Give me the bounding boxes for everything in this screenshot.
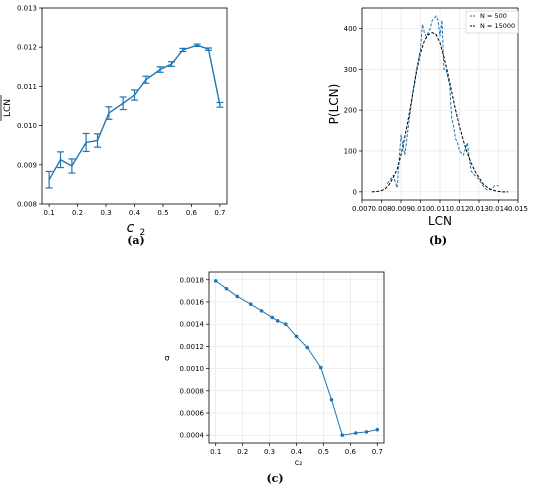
panel-b-ytick-label: 0: [353, 188, 357, 196]
panel-c-xtick-label: 0.4: [291, 448, 303, 456]
panel-b-ylabel: P(LCN): [327, 84, 341, 125]
panel-a-caption: (a): [127, 234, 145, 247]
panel-c-xtick-label: 0.7: [372, 448, 383, 456]
panel-a-series-line: [48, 44, 221, 181]
panel-a-xtick-label: 0.1: [44, 209, 55, 217]
panel-b-ytick-label: 400: [344, 25, 357, 33]
panel-c-ytick-label: 0.0010: [180, 365, 205, 373]
panel-c-data-point: [364, 430, 369, 434]
panel-c-caption: (c): [266, 472, 283, 485]
panel-c-xtick-label: 0.1: [210, 448, 221, 456]
panel-c-data-point: [305, 345, 310, 350]
panel-b-xtick-label: 0.015: [508, 205, 528, 213]
panel-a-ytick-label: 0.013: [17, 5, 37, 13]
panel-a-xtick-label: 0.7: [214, 209, 225, 217]
panel-c-data-point: [329, 397, 334, 402]
panel-b-xtick-label: 0.011: [430, 205, 450, 213]
panel-c-ytick-label: 0.0018: [180, 276, 205, 284]
panel-b-legend-label: N = 15000: [480, 22, 515, 30]
panel-a-xtick-label: 0.6: [186, 209, 198, 217]
panel-a-frame: [41, 7, 228, 205]
panel-c-series-line: [215, 280, 378, 436]
panel-c-ytick-label: 0.0008: [180, 387, 205, 395]
panel-c-data-point: [235, 294, 240, 299]
panel-c-ylabel: σ: [164, 354, 169, 363]
panel-b-xtick-label: 0.007: [352, 205, 372, 213]
panel-c-data-point: [275, 319, 280, 323]
panel-c-data-point: [213, 279, 218, 283]
panel-c-ytick-label: 0.0016: [180, 298, 205, 306]
panel-b-xtick-label: 0.013: [469, 205, 489, 213]
panel-b-xtick-label: 0.009: [391, 205, 411, 213]
panel-a-xlabel: c: [127, 220, 135, 236]
panel-a-xtick-label: 0.3: [100, 209, 111, 217]
panel-a-ytick-label: 0.012: [17, 44, 37, 52]
panel-b-legend-label: N = 500: [480, 12, 507, 20]
panel-c-data-point: [318, 365, 323, 370]
panel-a-ylabel: LCN: [3, 99, 13, 117]
panel-b-ytick-label: 300: [344, 66, 357, 74]
panel-a-ytick-label: 0.011: [17, 83, 37, 91]
panel-c-ytick-label: 0.0006: [180, 410, 205, 418]
panel-b-ytick-label: 200: [344, 107, 357, 115]
panel-c-data-point: [270, 315, 275, 320]
panel-c-data-point: [283, 322, 288, 326]
panel-c-ytick-label: 0.0004: [180, 432, 205, 440]
panel-b-xtick-label: 0.012: [449, 205, 469, 213]
panel-b-xlabel: LCN: [428, 214, 452, 228]
panel-c-xtick-label: 0.2: [237, 448, 248, 456]
panel-c-data-point: [375, 427, 380, 432]
panel-a-xlabel-subscript: 2: [140, 228, 146, 238]
panel-b-series-line: [371, 31, 509, 193]
panel-a-ytick-label: 0.009: [17, 161, 37, 169]
panel-a-xtick-label: 0.4: [129, 209, 141, 217]
panel-c-data-point: [259, 309, 264, 313]
panel-a-ytick-label: 0.010: [17, 122, 37, 130]
panel-c-data-point: [294, 334, 299, 339]
panel-b-xtick-label: 0.010: [410, 205, 430, 213]
panel-c-xtick-label: 0.3: [264, 448, 275, 456]
panel-a-ytick-label: 0.008: [17, 201, 37, 209]
panel-c-data-point: [224, 286, 229, 291]
panel-c-xtick-label: 0.5: [318, 448, 329, 456]
panel-a-xtick-label: 0.2: [72, 209, 83, 217]
panel-a-xtick-label: 0.5: [157, 209, 168, 217]
panel-c-data-point: [340, 433, 345, 438]
panel-b-series-line: [386, 15, 499, 191]
panel-b-xtick-label: 0.014: [488, 205, 509, 213]
panel-c-xtick-label: 0.6: [345, 448, 357, 456]
panel-b-caption: (b): [429, 234, 447, 247]
panel-c-ytick-label: 0.0014: [180, 321, 205, 329]
panel-c-data-point: [248, 302, 253, 307]
panel-c-data-point: [353, 431, 358, 435]
panel-b-legend-box: [465, 10, 519, 34]
panel-b-ytick-label: 100: [344, 147, 357, 155]
panel-b-xtick-label: 0.008: [371, 205, 391, 213]
panel-c-ytick-label: 0.0012: [180, 343, 205, 351]
panel-c-xlabel: c₂: [295, 458, 303, 467]
